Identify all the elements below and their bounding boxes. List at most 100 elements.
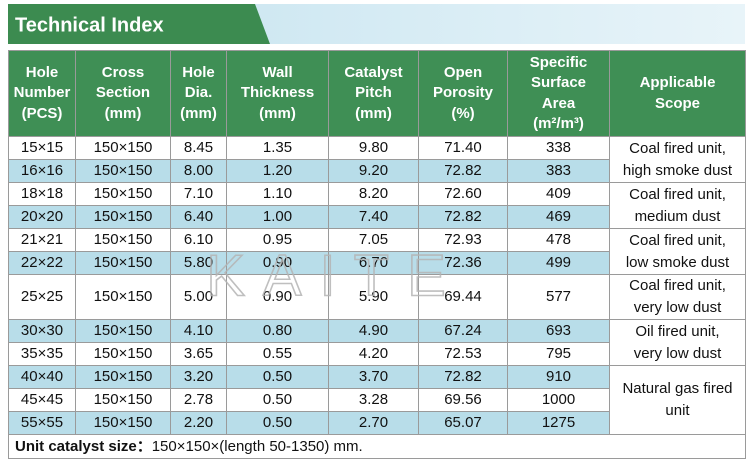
scope-cell: Oil fired unit, very low dust <box>609 319 746 366</box>
cell: 150×150 <box>75 136 171 160</box>
cell: 6.40 <box>170 205 227 229</box>
cell: 8.00 <box>170 159 227 183</box>
cell: 478 <box>507 228 610 252</box>
cell: 6.10 <box>170 228 227 252</box>
cell: 45×45 <box>8 388 76 412</box>
footer-cell: Unit catalyst size：150×150×(length 50-13… <box>8 434 746 459</box>
cell: 150×150 <box>75 342 171 366</box>
cell: 1.35 <box>226 136 329 160</box>
cell: 65.07 <box>418 411 508 435</box>
cell: 338 <box>507 136 610 160</box>
cell: 71.40 <box>418 136 508 160</box>
scope-line: unit <box>665 402 690 419</box>
banner-band <box>250 4 745 44</box>
cell: 1000 <box>507 388 610 412</box>
header-line: (mm) <box>355 104 392 122</box>
header-line: Hole <box>25 63 59 81</box>
cell: 0.50 <box>226 411 329 435</box>
cell: 150×150 <box>75 411 171 435</box>
cell: 0.90 <box>226 251 329 275</box>
cell: 0.90 <box>226 274 329 320</box>
table-row: 40×40 150×150 3.20 0.50 3.70 72.82 910 Natural … <box>8 365 746 435</box>
cell: 150×150 <box>75 365 171 389</box>
cell: 4.10 <box>170 319 227 343</box>
scope-line: Coal fired unit, <box>629 277 726 294</box>
column-header: Specific Surface Area (m²/m³) <box>507 50 610 137</box>
scope-line: medium dust <box>634 207 721 225</box>
cell: 1.20 <box>226 159 329 183</box>
cell: 20×20 <box>8 205 76 229</box>
cell: 2.20 <box>170 411 227 435</box>
cell: 4.90 <box>328 319 419 343</box>
column-header: Hole Number (PCS) <box>8 50 76 137</box>
column-header: Applicable Scope <box>609 50 746 137</box>
table-body: 15×15 150×150 8.45 1.35 9.80 71.40 338 Coal fir… <box>8 136 746 459</box>
cell: 910 <box>507 365 610 389</box>
cell: 30×30 <box>8 319 76 343</box>
header-line: Porosity <box>432 84 493 102</box>
cell: 69.44 <box>418 274 508 320</box>
cell: 150×150 <box>75 228 171 252</box>
scope-cell: Coal fired unit, high smoke dust <box>609 136 746 183</box>
cell: 8.20 <box>328 182 419 206</box>
header-line: Specific <box>529 53 588 71</box>
cell: 9.20 <box>328 159 419 183</box>
header-line: Section <box>95 84 151 102</box>
cell: 72.60 <box>418 182 508 206</box>
cell: 383 <box>507 159 610 183</box>
column-header: Hole Dia. (mm) <box>170 50 227 137</box>
scope-line: high smoke dust <box>622 161 733 179</box>
scope-line: low smoke dust <box>625 253 730 271</box>
cell: 72.82 <box>418 159 508 183</box>
cell: 409 <box>507 182 610 206</box>
cell: 2.78 <box>170 388 227 412</box>
cell: 55×55 <box>8 411 76 435</box>
column-header: Open Porosity (%) <box>418 50 508 137</box>
header-line: Catalyst <box>344 63 403 81</box>
cell: 6.70 <box>328 251 419 275</box>
cell: 3.20 <box>170 365 227 389</box>
tech-table: Hole Number (PCS) Cross Section (mm) Hole Dia. (… <box>8 50 746 459</box>
header-line: Scope <box>654 94 700 112</box>
header-line: (%) <box>451 104 475 122</box>
table-row: 20×20 150×150 6.40 1.00 7.40 72.82 469 <box>8 205 746 229</box>
cell: 9.80 <box>328 136 419 160</box>
header-line: Pitch <box>355 84 392 102</box>
cell: 72.53 <box>418 342 508 366</box>
cell: 499 <box>507 251 610 275</box>
cell: 3.65 <box>170 342 227 366</box>
scope-cell: Coal fired unit, very low dust <box>609 274 746 320</box>
cell: 8.45 <box>170 136 227 160</box>
column-header: Catalyst Pitch (mm) <box>328 50 419 137</box>
cell: 0.95 <box>226 228 329 252</box>
scope-line: very low dust <box>633 299 722 316</box>
cell: 150×150 <box>75 388 171 412</box>
table-row: 15×15 150×150 8.45 1.35 9.80 71.40 338 Coal fir… <box>8 136 746 183</box>
cell: 795 <box>507 342 610 366</box>
cell: 693 <box>507 319 610 343</box>
cell: 150×150 <box>75 205 171 229</box>
cell: 67.24 <box>418 319 508 343</box>
scope-line: Coal fired unit, <box>629 139 726 157</box>
cell: 150×150 <box>75 182 171 206</box>
header-line: (mm) <box>259 104 296 122</box>
header-line: (m²/m³) <box>533 115 584 132</box>
header-line: (mm) <box>180 104 217 122</box>
cell: 35×35 <box>8 342 76 366</box>
cell: 3.28 <box>328 388 419 412</box>
header-line: Cross <box>101 63 145 81</box>
header-line: Applicable <box>639 74 716 91</box>
cell: 2.70 <box>328 411 419 435</box>
cell: 72.82 <box>418 205 508 229</box>
scope-line: Coal fired unit, <box>629 231 726 249</box>
header-line: Wall <box>262 63 293 81</box>
scope-line: very low dust <box>633 344 722 362</box>
cell: 150×150 <box>75 159 171 183</box>
cell: 7.10 <box>170 182 227 206</box>
cell: 7.05 <box>328 228 419 252</box>
cell: 40×40 <box>8 365 76 389</box>
title: Technical Index <box>15 14 164 36</box>
cell: 0.50 <box>226 365 329 389</box>
cell: 72.93 <box>418 228 508 252</box>
